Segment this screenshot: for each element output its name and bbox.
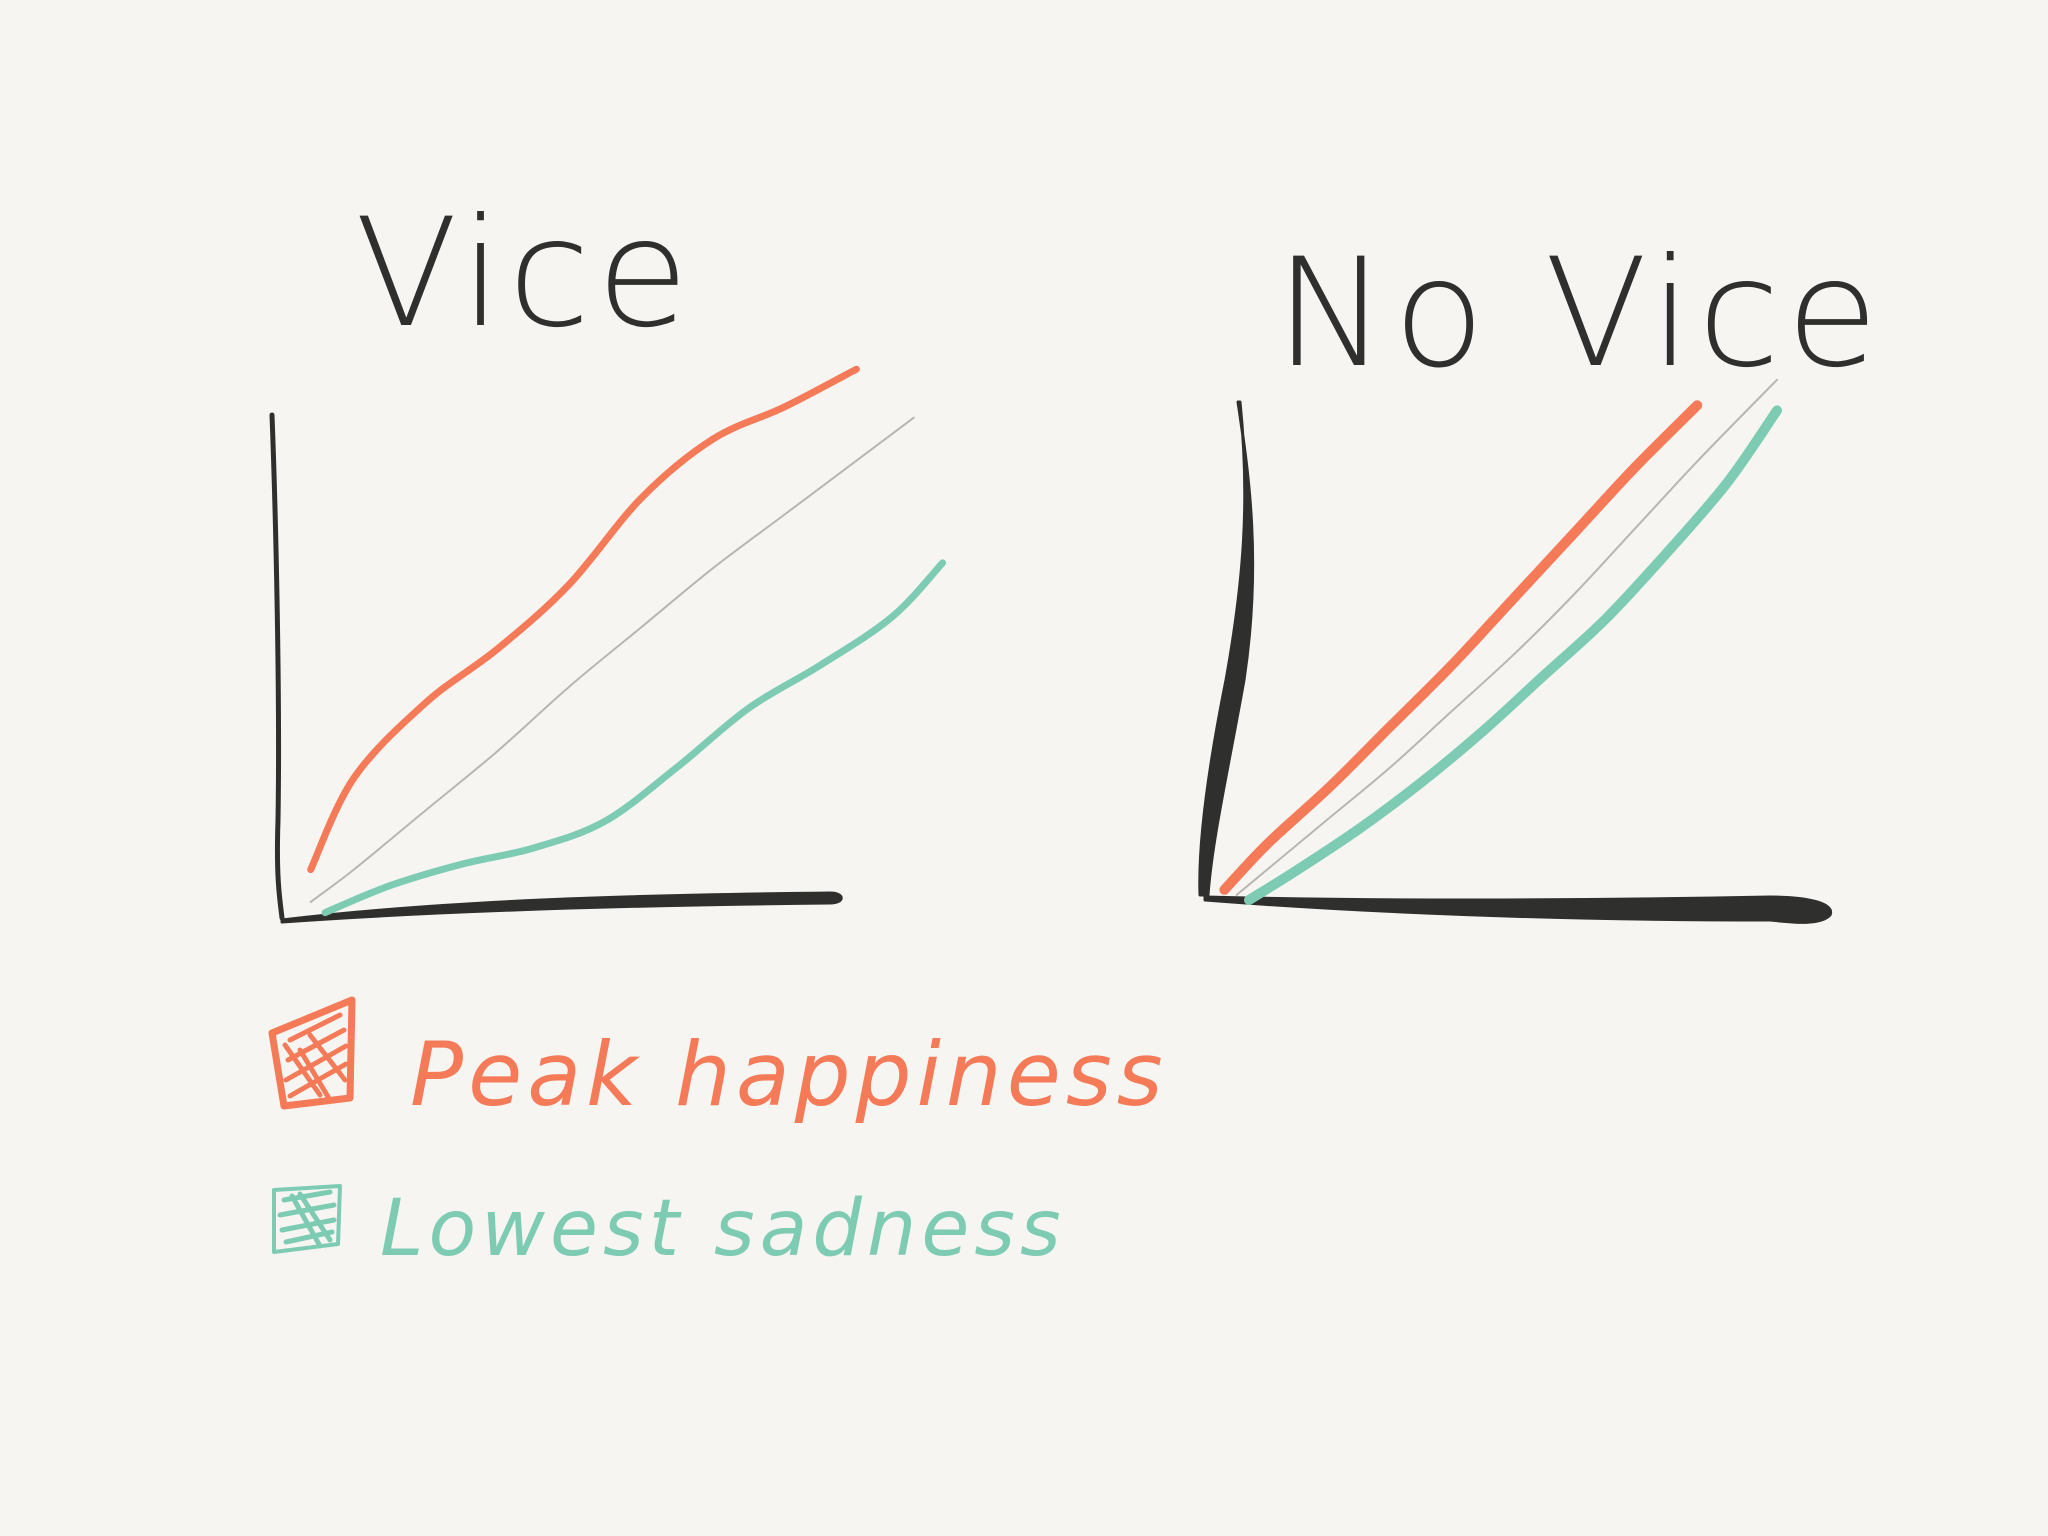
series-line-lowest-sadness-vice [321,559,947,917]
legend-label-lowest-sadness: Lowest sadness [380,1184,1066,1274]
chart-title-no-vice: No Vice [1275,227,1884,401]
series-line-reference-vice [309,416,915,903]
legend-swatch-peak-happiness [268,996,356,1110]
series-line-peak-happiness-vice [307,365,860,874]
legend-label-peak-happiness: Peak happiness [410,1023,1168,1126]
x-axis-vice [280,891,843,924]
chart-title-vice: Vice [355,187,695,361]
x-axis-no-vice [1203,895,1833,924]
legend-swatch-lowest-sadness [272,1184,342,1254]
series-line-reference-no-vice [1235,378,1778,896]
series-line-peak-happiness-no-vice [1219,400,1703,895]
y-axis-vice [269,412,285,921]
legend: Peak happiness Lowest sadness [268,996,1168,1274]
chart-no-vice: No Vice [1198,227,1884,924]
legend-item-peak-happiness: Peak happiness [268,996,1168,1126]
series-line-lowest-sadness-no-vice [1244,405,1782,905]
chart-vice: Vice [269,187,947,924]
legend-item-lowest-sadness: Lowest sadness [272,1184,1066,1274]
y-axis-no-vice [1198,400,1255,897]
